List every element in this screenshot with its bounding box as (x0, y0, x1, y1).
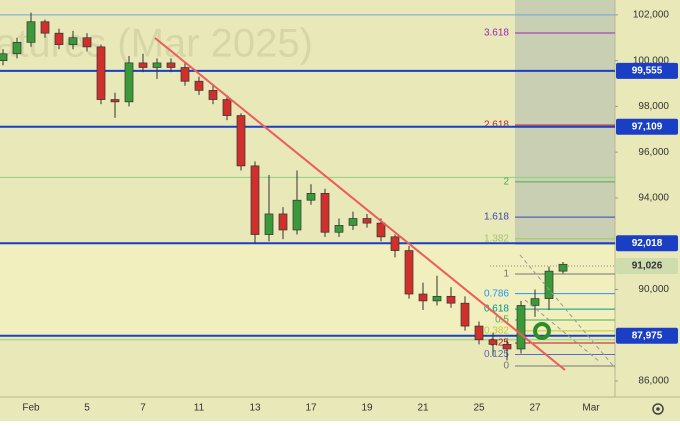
y-tick-label: 86,000 (638, 376, 669, 387)
candle-body (446, 295, 456, 304)
candle-body (264, 213, 274, 235)
candle-body (544, 270, 554, 299)
candle-body (292, 199, 302, 231)
marker-circle (533, 322, 551, 340)
level-label: 99,555 (632, 65, 663, 76)
x-tick-label: Feb (22, 403, 40, 414)
level-label-box (616, 235, 678, 252)
x-tick-label: 25 (473, 403, 485, 414)
y-tick-label: 102,000 (633, 10, 670, 21)
candle-body (96, 46, 106, 100)
level-label: 92,018 (632, 238, 663, 249)
level-label: 97,109 (632, 121, 663, 132)
y-tick-label: 100,000 (633, 55, 670, 66)
candle-body (180, 67, 190, 82)
candle-body (124, 62, 134, 103)
candle-body (236, 115, 246, 167)
x-tick-label: 21 (417, 403, 429, 414)
candle-body (348, 218, 358, 226)
fib-label: 1 (503, 269, 509, 280)
last-price-label: 91,026 (632, 261, 663, 272)
candle-body (432, 295, 442, 302)
settings-icon[interactable] (652, 403, 664, 415)
fib-label: 2 (503, 177, 509, 188)
fib-label: 0 (503, 361, 509, 372)
dashed-line (524, 299, 601, 363)
candle-body (390, 236, 400, 251)
level-label-box (616, 118, 678, 135)
candle-body (488, 339, 498, 345)
candle-body (404, 250, 414, 295)
fib-label: 0.618 (484, 304, 509, 315)
last-price-box (616, 257, 678, 274)
candle-body (40, 21, 50, 34)
fib-label: 0.25 (490, 338, 510, 349)
fib-label: 0.786 (484, 288, 509, 299)
x-tick-label: Mar (582, 403, 600, 414)
watermark: atures (Mar 2025) (0, 22, 313, 66)
fib-label: 1.382 (484, 233, 509, 244)
fib-label: 1.618 (484, 212, 509, 223)
candle-body (152, 62, 162, 68)
fib-label: 0.125 (484, 349, 509, 360)
candle-body (12, 41, 22, 55)
x-tick-label: 19 (361, 403, 373, 414)
candle-body (222, 99, 232, 116)
candle-body (474, 325, 484, 341)
level-label-box (616, 62, 678, 79)
candle-body (194, 80, 204, 91)
candle-body (558, 263, 568, 272)
x-tick-label: 17 (305, 403, 317, 414)
candle-body (502, 344, 512, 350)
settings-icon-dot (656, 407, 660, 411)
candle-body (376, 222, 386, 238)
x-tick-label: 11 (194, 403, 205, 414)
candle-body (306, 193, 316, 201)
candle-body (530, 298, 540, 306)
candle-body (0, 53, 8, 61)
fib-zone (515, 0, 615, 245)
candle-body (460, 302, 470, 327)
candle-body (82, 37, 92, 48)
level-label-box (616, 327, 678, 344)
y-tick-label: 96,000 (638, 147, 669, 158)
candle-body (54, 32, 64, 45)
candle-body (208, 90, 218, 100)
y-tick-label: 98,000 (638, 101, 669, 112)
candle-body (138, 62, 148, 68)
candle-body (278, 213, 288, 231)
candle-body (250, 165, 260, 235)
candle-body (26, 21, 36, 43)
x-tick-label: 7 (140, 403, 146, 414)
candle-body (418, 293, 428, 302)
fib-label: 3.618 (484, 28, 509, 39)
level-label: 87,975 (632, 330, 663, 341)
zone-band (0, 244, 615, 337)
candle-body (320, 193, 330, 233)
candle-body (166, 62, 176, 68)
x-tick-label: 13 (249, 403, 261, 414)
y-tick-label: 94,000 (638, 193, 669, 204)
trend-line (154, 37, 566, 371)
dashed-line (519, 254, 616, 369)
candle-body (516, 305, 526, 350)
fib-label: 0.382 (484, 325, 509, 336)
candle-body (68, 37, 78, 45)
candle-body (334, 225, 344, 233)
fib-label: 2.618 (484, 120, 509, 131)
y-tick-label: 90,000 (638, 284, 669, 295)
candle-body (110, 99, 120, 103)
x-tick-label: 5 (84, 403, 90, 414)
candle-body (362, 218, 372, 224)
x-tick-label: 27 (529, 403, 541, 414)
